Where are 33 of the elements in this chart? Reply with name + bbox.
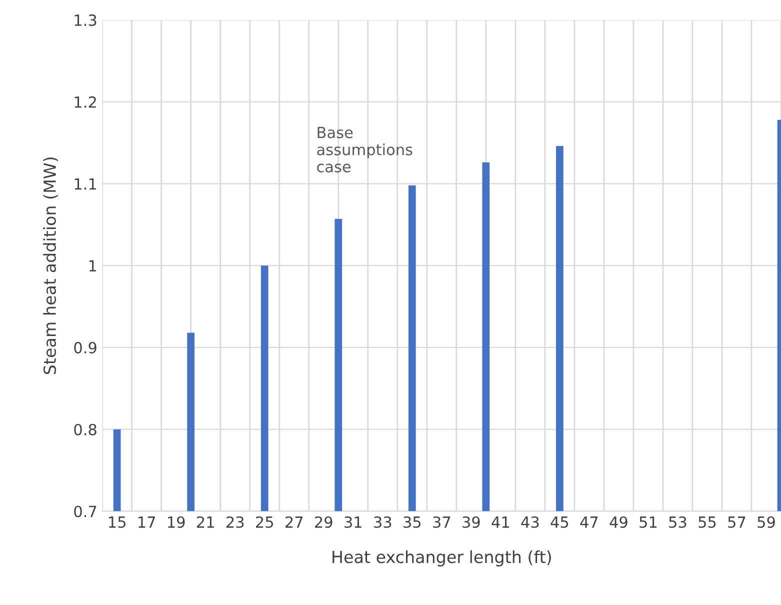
- x-tick-label: 25: [256, 516, 273, 528]
- x-tick-label: 37: [433, 516, 450, 528]
- x-tick-label: 59: [758, 516, 775, 528]
- y-axis-title: Steam heat addition (MW): [43, 157, 58, 374]
- x-tick-label: 51: [640, 516, 657, 528]
- x-tick-label: 57: [728, 516, 746, 528]
- x-tick-label: 19: [168, 516, 185, 528]
- x-tick-label: 47: [580, 516, 598, 528]
- y-tick-label: 0.7: [74, 506, 96, 518]
- x-tick-label: 23: [226, 516, 244, 528]
- x-tick-label: 15: [109, 516, 126, 528]
- x-tick-label: 41: [492, 516, 509, 528]
- y-tick-label: 1: [89, 260, 96, 272]
- x-tick-label: 27: [286, 516, 303, 528]
- x-tick-label: 29: [315, 516, 332, 528]
- x-tick-label: 35: [404, 516, 421, 528]
- y-tick-label: 1.2: [74, 96, 96, 108]
- x-tick-label: 49: [610, 516, 628, 528]
- x-tick-label: 55: [698, 516, 716, 528]
- x-tick-label: 31: [344, 516, 362, 528]
- x-tick-label: 17: [138, 516, 155, 528]
- y-tick-label: 1.1: [74, 178, 96, 190]
- x-tick-label: 21: [196, 516, 214, 528]
- x-tick-label: 39: [462, 516, 480, 528]
- x-tick-label: 53: [669, 516, 686, 528]
- x-tick-label: 45: [550, 516, 568, 528]
- x-axis-title: Heat exchanger length (ft): [332, 550, 551, 566]
- x-tick-label: 33: [374, 516, 392, 528]
- y-tick-label: 0.9: [74, 342, 96, 354]
- y-tick-label: 0.8: [74, 424, 96, 436]
- x-tick-label: 43: [521, 516, 539, 528]
- annotation: Base assumptions case: [317, 126, 412, 172]
- y-tick-label: 1.3: [74, 14, 96, 26]
